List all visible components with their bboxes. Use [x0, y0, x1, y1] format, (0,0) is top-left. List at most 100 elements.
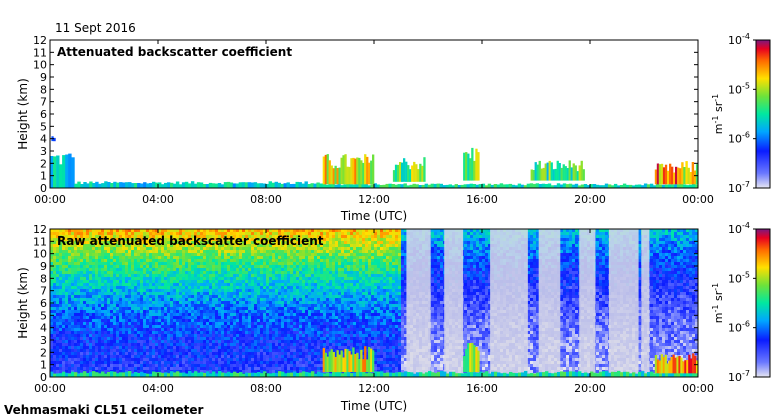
noise-cell [110, 298, 114, 302]
noise-cell [143, 355, 147, 359]
noise-cell [179, 232, 183, 236]
noise-cell [194, 364, 198, 368]
noise-cell [296, 229, 300, 233]
noise-cell [197, 232, 201, 236]
noise-cell [299, 229, 303, 233]
noise-cell [113, 271, 117, 275]
noise-cell [86, 307, 90, 311]
noise-cell [149, 349, 153, 353]
noise-cell [224, 322, 228, 326]
noise-cell [329, 337, 333, 341]
noise-cell [80, 259, 84, 263]
noise-cell [281, 295, 285, 299]
noise-cell [305, 337, 309, 341]
noise-cell [56, 247, 60, 251]
noise-cell [191, 289, 195, 293]
noise-cell [86, 274, 90, 278]
noise-cell [323, 286, 327, 290]
noise-cell [125, 352, 129, 356]
noise-cell [251, 271, 255, 275]
noise-cell [179, 313, 183, 317]
noise-cell [221, 328, 225, 332]
noise-cell [293, 313, 297, 317]
noise-cell [200, 355, 204, 359]
noise-cell [188, 268, 192, 272]
noise-cell [188, 256, 192, 260]
noise-cell [323, 289, 327, 293]
noise-cell [224, 334, 228, 338]
noise-cell [56, 352, 60, 356]
noise-cell [305, 295, 309, 299]
cloud-cell [540, 168, 543, 181]
noise-cell [104, 310, 108, 314]
noise-cell [140, 331, 144, 335]
noise-cell [257, 370, 261, 374]
noise-cell [263, 310, 267, 314]
noise-cell [311, 265, 315, 269]
noise-cell [200, 277, 204, 281]
boundary-layer-cell [301, 183, 305, 188]
noise-cell [227, 310, 231, 314]
boundary-layer-cell [490, 184, 495, 188]
noise-cell [179, 340, 183, 344]
noise-cell [65, 367, 69, 371]
noise-cell [302, 283, 306, 287]
noise-cell [185, 349, 189, 353]
noise-cell [83, 349, 87, 353]
noise-cell [170, 340, 174, 344]
noise-cell [122, 277, 126, 281]
noise-cell [215, 289, 219, 293]
noise-cell [314, 337, 318, 341]
noise-cell [272, 247, 276, 251]
noise-cell [299, 295, 303, 299]
noise-cell [206, 319, 210, 323]
noise-cell [92, 292, 96, 296]
noise-cell [173, 238, 177, 242]
noise-cell [320, 313, 324, 317]
noise-cell [323, 280, 327, 284]
noise-cell [251, 292, 255, 296]
noise-cell [239, 310, 243, 314]
noise-cell [98, 289, 102, 293]
noise-cell [53, 367, 57, 371]
noise-cell [158, 250, 162, 254]
noise-cell [245, 328, 249, 332]
noise-cell [125, 232, 129, 236]
noise-cell [74, 322, 78, 326]
noise-cell [275, 349, 279, 353]
noise-cell [173, 235, 177, 239]
noise-cell [212, 274, 216, 278]
noise-cell [200, 238, 204, 242]
noise-cell [176, 286, 180, 290]
noise-cell [191, 319, 195, 323]
noise-cell [314, 310, 318, 314]
boundary-layer-cell [686, 185, 690, 188]
noise-cell [290, 292, 294, 296]
noise-cell [50, 283, 54, 287]
noise-cell [116, 307, 120, 311]
noise-cell [95, 328, 99, 332]
noise-cell [71, 349, 75, 353]
noise-cell [83, 298, 87, 302]
boundary-layer-cell [325, 184, 329, 188]
noise-cell [170, 229, 174, 233]
noise-cell [137, 286, 141, 290]
noise-cell [212, 238, 216, 242]
noise-cell [218, 328, 222, 332]
noise-cell [323, 283, 327, 287]
noise-cell [269, 313, 273, 317]
x-tick-label: 04:00 [142, 193, 174, 206]
noise-cell [143, 343, 147, 347]
noise-cell [308, 265, 312, 269]
noise-cell [74, 343, 78, 347]
noise-cell [215, 292, 219, 296]
noise-cell [296, 355, 300, 359]
noise-cell [155, 241, 159, 245]
noise-cell [155, 343, 159, 347]
noise-cell [197, 355, 201, 359]
noise-cell [296, 349, 300, 353]
noise-cell [317, 310, 321, 314]
noise-cell [152, 268, 156, 272]
boundary-layer-cell [53, 156, 57, 188]
cloud-cell [340, 157, 343, 185]
